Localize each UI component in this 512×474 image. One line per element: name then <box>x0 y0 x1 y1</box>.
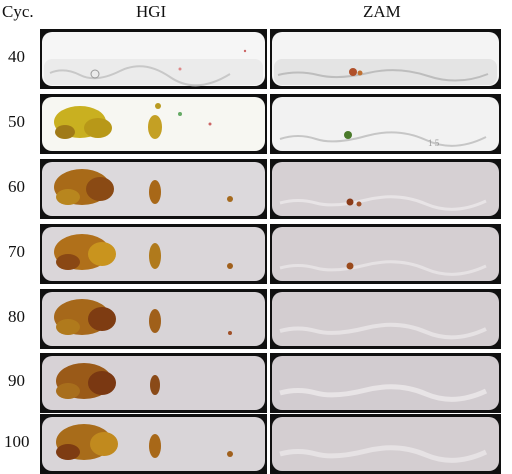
cycle-row-70: 70 <box>0 224 512 284</box>
zam-specimen-photo <box>270 29 501 89</box>
hgi-specimen-photo <box>40 353 267 413</box>
hgi-specimen-photo <box>40 159 267 219</box>
zam-specimen-photo <box>270 289 501 349</box>
cycle-label: 60 <box>8 177 25 196</box>
cycle-row-100: 100 <box>0 414 512 474</box>
hgi-specimen-photo <box>40 289 267 349</box>
cycle-row-50: 50 1 5 <box>0 94 512 154</box>
hgi-specimen-photo <box>40 414 267 474</box>
cycle-label: 40 <box>8 47 25 66</box>
cycle-label: 80 <box>8 307 25 326</box>
cycle-label: 70 <box>8 242 25 261</box>
zam-specimen-photo <box>270 224 501 284</box>
hgi-column-header: HGI <box>136 2 167 21</box>
zam-specimen-photo <box>270 414 501 474</box>
cycle-column-header: Cyc. <box>2 2 34 21</box>
cycle-row-90: 90 <box>0 353 512 413</box>
cycle-row-80: 80 <box>0 289 512 349</box>
cycle-row-60: 60 <box>0 159 512 219</box>
cycle-label: 100 <box>4 432 30 451</box>
zam-specimen-photo <box>270 353 501 413</box>
zam-specimen-photo <box>270 159 501 219</box>
hgi-specimen-photo <box>40 224 267 284</box>
cycle-label: 50 <box>8 112 25 131</box>
cycle-label: 90 <box>8 371 25 390</box>
cycle-row-40: 40 <box>0 29 512 89</box>
svg-text:1 5: 1 5 <box>428 138 440 148</box>
hgi-specimen-photo <box>40 94 267 154</box>
zam-specimen-photo: 1 5 <box>270 94 501 154</box>
hgi-specimen-photo <box>40 29 267 89</box>
zam-column-header: ZAM <box>363 2 401 21</box>
